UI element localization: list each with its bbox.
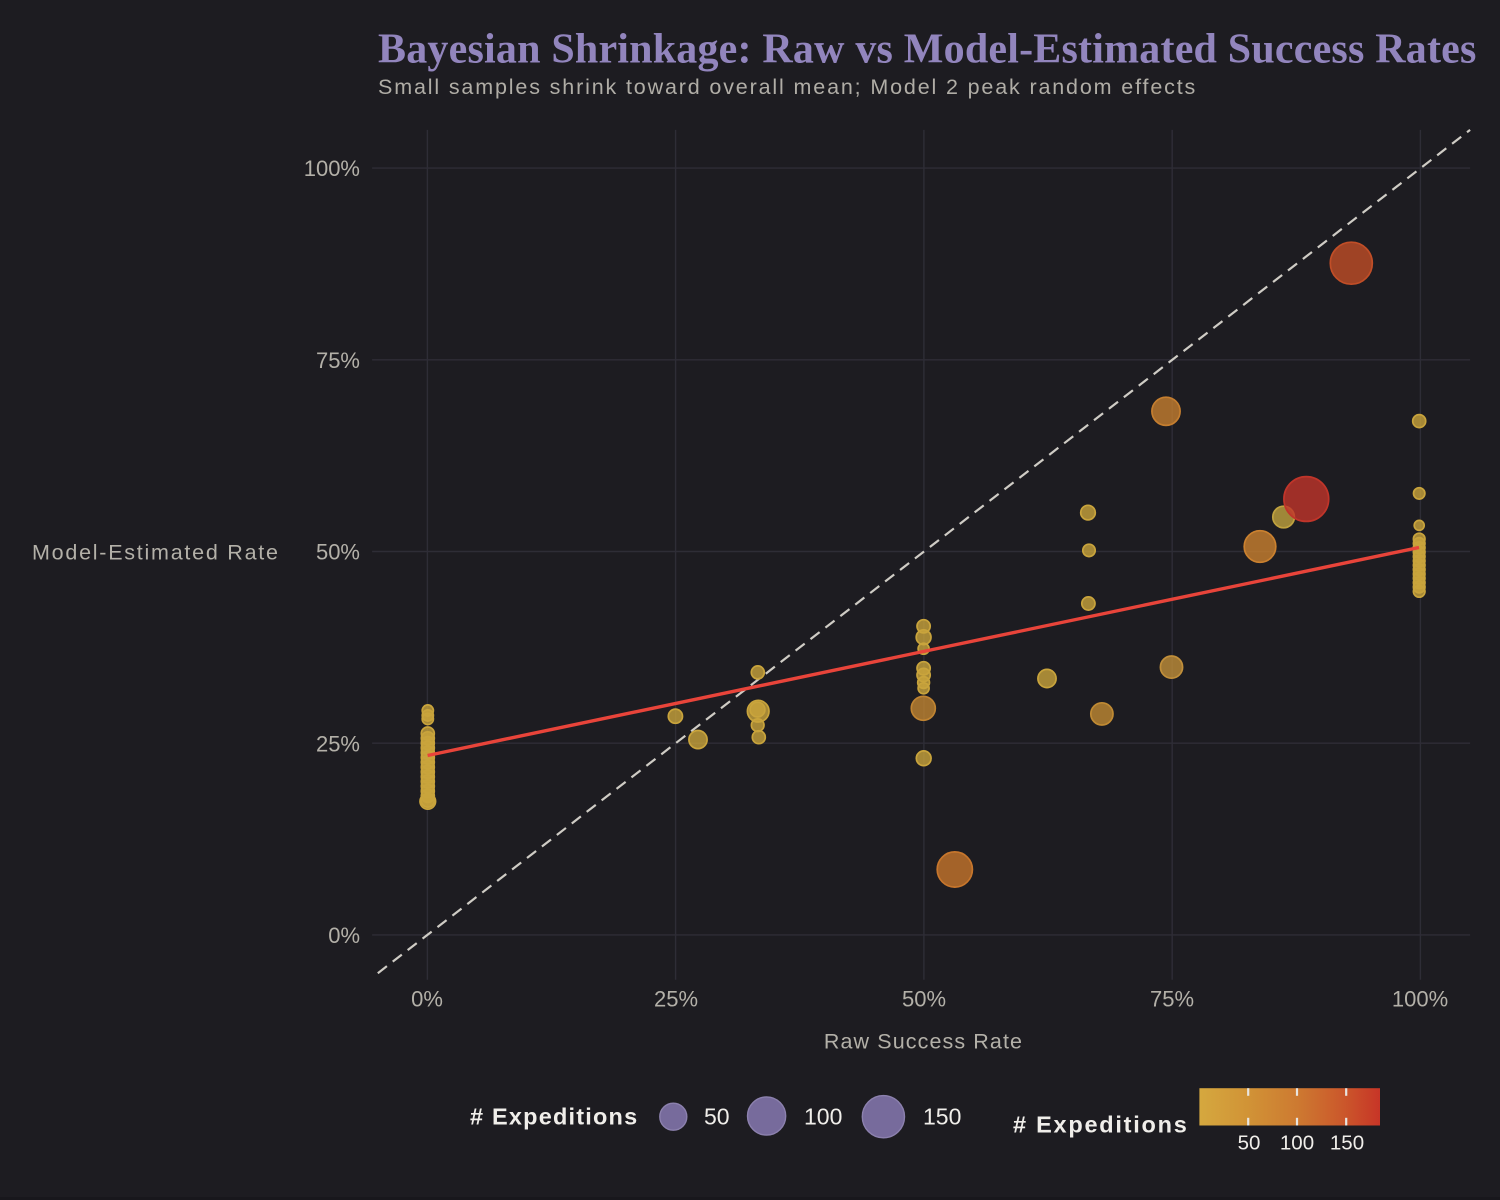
svg-text:150: 150	[1330, 1132, 1364, 1155]
svg-text:100%: 100%	[1392, 986, 1448, 1011]
svg-text:75%: 75%	[1150, 986, 1194, 1011]
svg-text:Small samples shrink toward ov: Small samples shrink toward overall mean…	[378, 75, 1197, 99]
svg-text:50: 50	[1238, 1132, 1261, 1155]
svg-text:25%: 25%	[654, 986, 698, 1011]
svg-text:Model-Estimated Rate: Model-Estimated Rate	[32, 540, 280, 564]
svg-text:Bayesian Shrinkage: Raw vs Mod: Bayesian Shrinkage: Raw vs Model-Estimat…	[378, 26, 1477, 72]
svg-text:0%: 0%	[411, 986, 443, 1011]
svg-text:100: 100	[1280, 1132, 1314, 1155]
svg-text:50%: 50%	[316, 540, 360, 565]
svg-text:75%: 75%	[316, 348, 360, 373]
svg-text:Raw Success Rate: Raw Success Rate	[824, 1029, 1023, 1053]
svg-text:50%: 50%	[902, 986, 946, 1011]
svg-text:# Expeditions: # Expeditions	[1013, 1112, 1189, 1138]
svg-text:25%: 25%	[316, 731, 360, 756]
svg-text:100%: 100%	[304, 156, 360, 181]
svg-text:150: 150	[923, 1104, 961, 1130]
svg-text:# Expeditions: # Expeditions	[470, 1104, 638, 1130]
svg-text:50: 50	[704, 1104, 730, 1130]
svg-text:0%: 0%	[328, 923, 360, 948]
svg-text:100: 100	[804, 1104, 842, 1130]
